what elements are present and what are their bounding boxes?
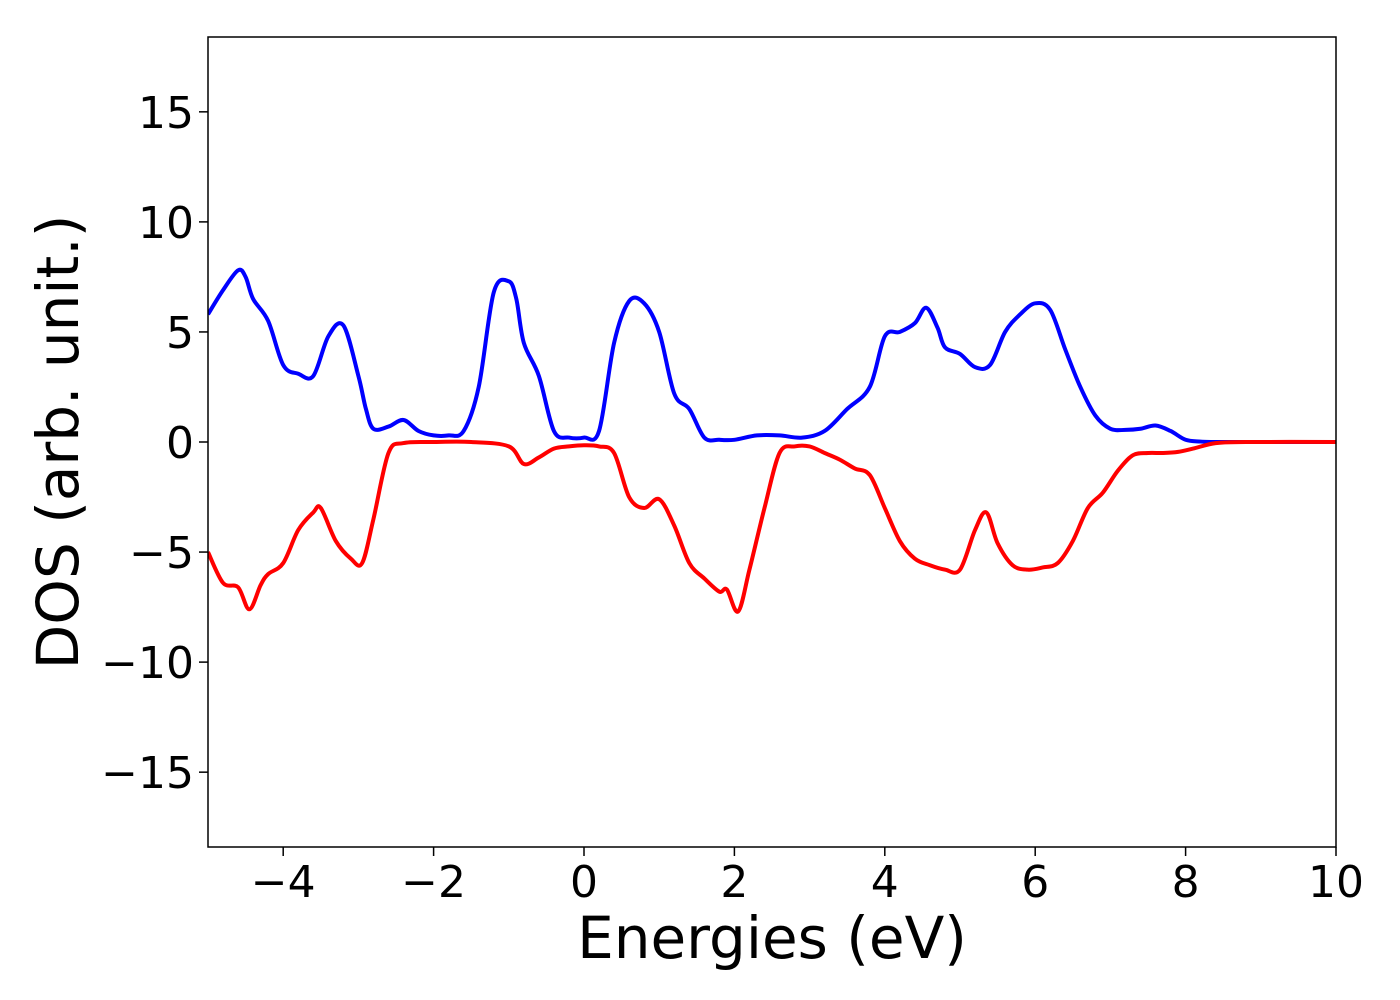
y-tick-label: −10	[101, 638, 194, 689]
y-axis-title: DOS (arb. unit.)	[24, 215, 92, 670]
x-tick-label: 6	[1021, 857, 1049, 908]
x-tick-label: 10	[1308, 857, 1364, 908]
x-tick-label: 2	[720, 857, 748, 908]
x-tick-label: 8	[1172, 857, 1200, 908]
y-tick-label: 5	[166, 308, 194, 359]
y-tick-label: 0	[166, 418, 194, 469]
x-tick-label: 0	[570, 857, 598, 908]
x-axis-title: Energies (eV)	[577, 904, 967, 972]
y-tick-label: −15	[101, 748, 194, 799]
y-tick-label: −5	[129, 528, 194, 579]
x-tick-label: −2	[401, 857, 466, 908]
plot-frame	[207, 36, 1337, 848]
series-line-red	[208, 439, 1336, 614]
y-tick-label: 15	[138, 88, 194, 139]
series-line-blue	[208, 267, 1336, 445]
x-tick-label: 4	[871, 857, 899, 908]
y-tick-label: 10	[138, 198, 194, 249]
x-tick-label: −4	[251, 857, 316, 908]
